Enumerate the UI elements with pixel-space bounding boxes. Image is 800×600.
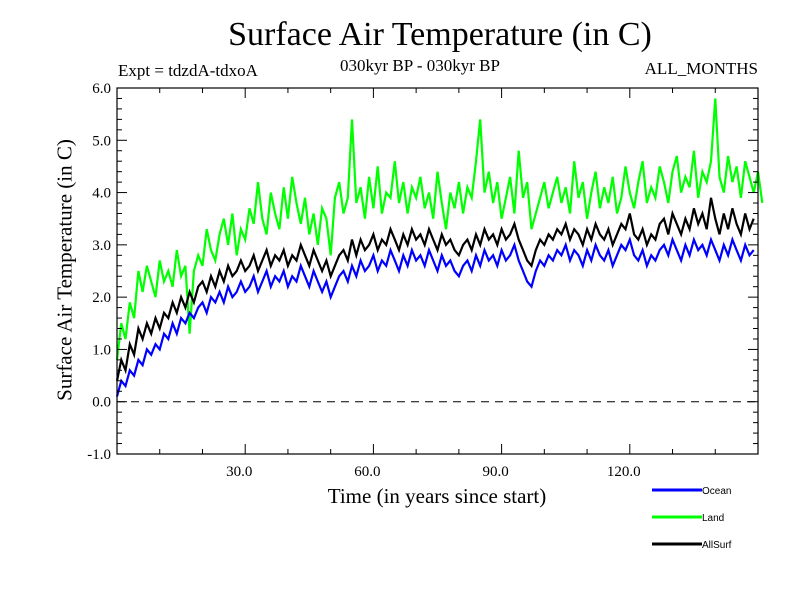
series-line-land xyxy=(115,98,764,361)
legend-label-land: Land xyxy=(702,513,724,524)
x-tick-label: 30.0 xyxy=(226,464,252,480)
y-tick-label: 2.0 xyxy=(92,290,111,306)
plot-frame xyxy=(116,87,759,455)
x-axis-label: Time (in years since start) xyxy=(327,484,547,508)
months-label: ALL_MONTHS xyxy=(644,59,758,78)
experiment-label: Expt = tdzdA-tdxoA xyxy=(118,61,258,80)
legend: Ocean Land AllSurf xyxy=(652,486,732,551)
y-tick-label: 3.0 xyxy=(92,238,111,254)
series-line-allsurf xyxy=(115,197,755,382)
y-tick-label: 4.0 xyxy=(92,186,111,202)
legend-label-allsurf: AllSurf xyxy=(702,540,732,551)
y-tick-label: -1.0 xyxy=(87,447,111,463)
y-tick-label: 6.0 xyxy=(92,81,111,97)
y-tick-label: 0.0 xyxy=(92,395,111,411)
period-label: 030kyr BP - 030kyr BP xyxy=(340,56,500,75)
chart-title: Surface Air Temperature (in C) xyxy=(228,16,652,53)
x-tick-label: 120.0 xyxy=(607,464,641,480)
x-tick-label: 60.0 xyxy=(354,464,380,480)
series-layer xyxy=(115,98,764,397)
legend-label-ocean: Ocean xyxy=(702,486,731,497)
x-tick-label: 90.0 xyxy=(482,464,508,480)
y-tick-label: 1.0 xyxy=(92,342,111,358)
axes-layer: -1.0 0.0 1.0 2.0 3.0 4.0 5.0 6.0 30.0 60.0 90.0 120… xyxy=(87,81,759,480)
series-line-ocean xyxy=(115,236,755,397)
y-tick-label: 5.0 xyxy=(92,133,111,149)
